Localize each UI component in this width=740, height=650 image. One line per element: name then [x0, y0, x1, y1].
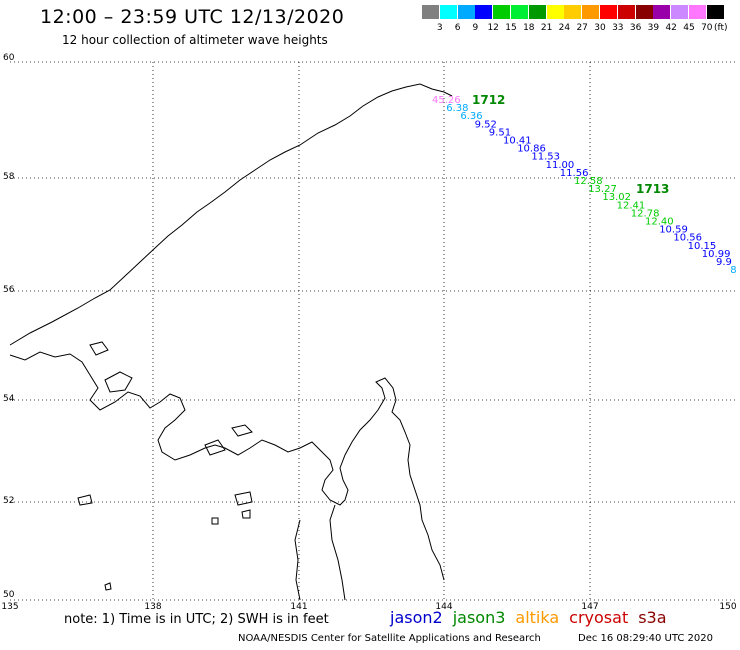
wave-height-label: 8	[730, 265, 736, 276]
wave-height-label: 10.86	[517, 144, 546, 155]
scale-label: 18	[523, 23, 535, 33]
coastline	[9, 83, 453, 601]
island-i	[104, 582, 112, 591]
wave-height-label: 10.99	[702, 249, 731, 260]
scale-label: 45	[683, 23, 695, 33]
sakhalin-coast	[329, 504, 346, 601]
wave-height-label: 10.41	[503, 136, 532, 147]
wave-height-label: 10.59	[659, 225, 688, 236]
lon-label: 150	[719, 602, 737, 612]
scale-label: 27	[576, 23, 588, 33]
wave-height-label: 11.53	[531, 152, 560, 163]
scale-label: 12	[487, 23, 499, 33]
lon-label: 138	[144, 602, 162, 612]
island-a	[104, 371, 133, 393]
lat-label: 52	[3, 496, 15, 506]
scale-swatch	[582, 5, 600, 19]
scale-swatch	[600, 5, 617, 19]
scale-label: 24	[558, 23, 571, 33]
scale-label: 21	[540, 23, 553, 33]
scale-swatch	[493, 5, 511, 19]
lat-label: 60	[3, 53, 15, 63]
scale-swatch	[528, 5, 546, 19]
wave-height-label: 11.56	[560, 168, 589, 179]
scale-swatch	[653, 5, 671, 19]
island-e	[77, 494, 93, 506]
wave-height-label: 6.36	[460, 111, 482, 122]
scale-swatch	[617, 5, 635, 19]
credit-line: NOAA/NESDIS Center for Satellite Applica…	[238, 633, 541, 644]
lat-lon-grid	[10, 61, 738, 601]
scale-swatch	[706, 5, 724, 19]
map-title: 12:00 – 23:59 UTC 12/13/2020	[40, 6, 345, 28]
pass-label: 1712	[472, 93, 505, 107]
satellite-legend: jason2 jason3 altika cryosat s3a	[390, 608, 677, 627]
pass-label: 1713	[636, 182, 669, 196]
scale-label: 30	[594, 23, 606, 33]
altimeter-track: 45.266.386.369.529.5110.4110.8611.5311.0…	[432, 93, 737, 276]
wave-height-label: 6.38	[446, 103, 468, 114]
wave-height-label: 12.41	[617, 200, 646, 211]
lower-coast	[294, 519, 301, 601]
generated-timestamp: Dec 16 08:29:40 UTC 2020	[578, 633, 713, 644]
wave-height-label: 13.27	[588, 184, 617, 195]
scale-swatch	[439, 5, 457, 19]
island-f	[234, 491, 253, 506]
wave-height-label: 10.15	[688, 241, 717, 252]
scale-label: 33	[612, 23, 624, 33]
scale-label: 3	[436, 23, 443, 33]
footnote: note: 1) Time is in UTC; 2) SWH is in fe…	[64, 612, 329, 627]
island-c	[204, 439, 226, 456]
scale-swatch	[671, 5, 689, 19]
scale-swatch	[689, 5, 706, 19]
island-b	[89, 341, 109, 356]
wave-height-label: 9.52	[475, 119, 497, 130]
lon-label: 147	[581, 602, 599, 612]
kamchatka-west-coast	[9, 351, 445, 581]
scale-unit: (ft)	[714, 23, 728, 33]
lon-label: 135	[1, 602, 19, 612]
wave-height-label: 12.40	[645, 217, 674, 228]
scale-swatch	[422, 5, 439, 19]
scale-label: 15	[505, 23, 517, 33]
wave-height-label: 10.56	[673, 233, 702, 244]
lat-label: 56	[3, 285, 15, 295]
scale-label: 9	[472, 23, 479, 33]
scale-swatch	[511, 5, 528, 19]
scale-label: 42	[665, 23, 677, 33]
wave-height-label: 9.9	[716, 257, 732, 268]
lon-label: 144	[435, 602, 453, 612]
wave-height-label: 45.26	[432, 95, 461, 106]
scale-swatch	[475, 5, 493, 19]
scale-swatch	[457, 5, 475, 19]
satellite-name: altika	[515, 608, 560, 627]
wave-height-label: 12.78	[631, 208, 660, 219]
satellite-name: jason3	[452, 608, 506, 627]
scale-swatch	[546, 5, 564, 19]
scale-swatch	[635, 5, 653, 19]
scale-label: 36	[629, 23, 642, 33]
wave-height-label: 13.02	[602, 192, 631, 203]
scale-label: 6	[454, 23, 461, 33]
north-coast	[9, 83, 453, 346]
satellite-name: jason2	[390, 608, 443, 627]
scale-label: 39	[647, 23, 660, 33]
satellite-name: cryosat	[569, 608, 629, 627]
island-d	[231, 424, 253, 437]
island-h	[211, 517, 219, 525]
lon-label: 141	[290, 602, 308, 612]
island-g	[241, 509, 251, 519]
scale-label: 70	[701, 23, 713, 33]
satellite-name: s3a	[638, 608, 667, 627]
wave-height-label: 9.51	[489, 127, 511, 138]
lat-label: 58	[3, 172, 15, 182]
map-subtitle: 12 hour collection of altimeter wave hei…	[62, 33, 328, 47]
lat-label: 50	[3, 590, 15, 600]
wave-height-label: 11.00	[546, 160, 575, 171]
wave-height-label: 12.58	[574, 176, 603, 187]
lat-label: 54	[3, 394, 15, 404]
scale-swatch	[564, 5, 582, 19]
